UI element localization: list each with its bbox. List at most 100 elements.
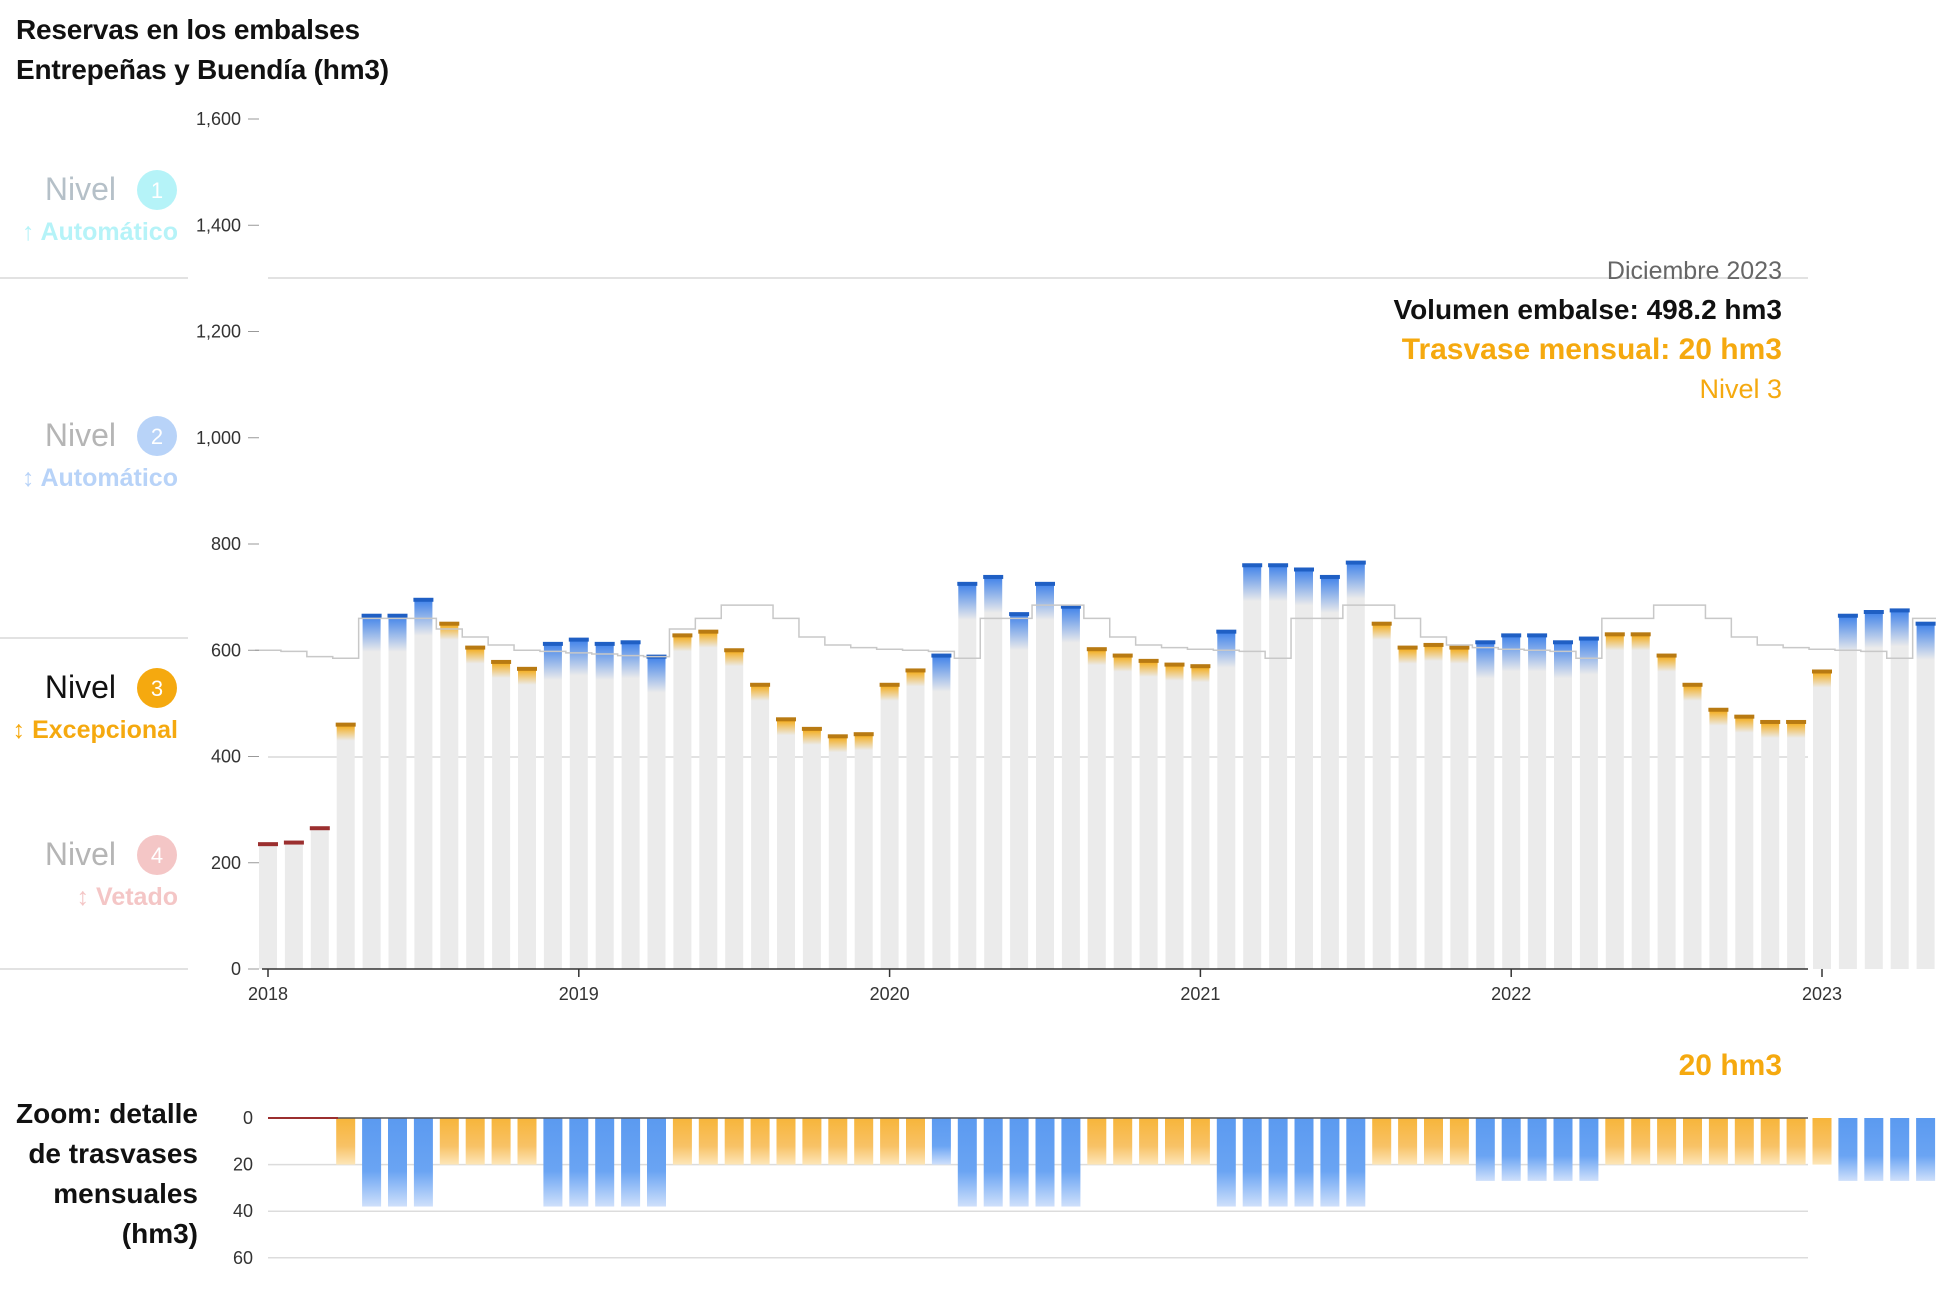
bar-cap <box>1683 683 1703 687</box>
level-type: ↕ Automático <box>22 464 178 492</box>
x-tick-label: 2023 <box>1802 984 1842 1004</box>
bar-gradient <box>1865 612 1883 648</box>
bar <box>1166 665 1184 969</box>
zoom-bar <box>518 1118 537 1165</box>
bar-cap <box>1501 633 1521 637</box>
x-tick-label: 2021 <box>1180 984 1220 1004</box>
bar <box>958 584 976 969</box>
bar-gradient <box>363 616 381 652</box>
bar-cap <box>1398 646 1418 650</box>
bar <box>1269 565 1287 969</box>
bar-gradient <box>1243 565 1261 601</box>
bar <box>544 644 562 969</box>
bar-cap <box>1242 563 1262 567</box>
zoom-bar <box>336 1118 355 1165</box>
bar-gradient <box>1787 722 1805 738</box>
bar-cap <box>724 648 744 652</box>
bar <box>1917 624 1935 969</box>
bar <box>1735 717 1753 969</box>
bar-gradient <box>984 577 1002 613</box>
zoom-bar <box>647 1118 666 1207</box>
bar <box>285 843 303 969</box>
bar <box>389 616 407 969</box>
bar <box>1709 710 1727 969</box>
bar-cap <box>284 841 304 845</box>
bar-gradient <box>1114 656 1132 672</box>
zoom-bar <box>802 1118 821 1165</box>
bar-cap <box>1449 646 1469 650</box>
bar-gradient <box>1295 570 1313 606</box>
zoom-bar <box>569 1118 588 1207</box>
bar-cap <box>621 640 641 644</box>
zoom-y-tick-label: 60 <box>233 1248 253 1268</box>
bar-cap <box>1734 715 1754 719</box>
y-tick-label: 400 <box>211 747 241 767</box>
zoom-bar <box>1631 1118 1650 1165</box>
bar <box>1891 610 1909 969</box>
bar <box>1347 563 1365 969</box>
bar-cap <box>1139 659 1159 663</box>
bar <box>751 685 769 969</box>
zoom-bar <box>1579 1118 1598 1181</box>
bar <box>1684 685 1702 969</box>
bar-gradient <box>596 644 614 680</box>
bar-gradient <box>1891 610 1909 646</box>
bar-gradient <box>1036 584 1054 620</box>
bar <box>803 729 821 969</box>
bar-cap <box>1527 633 1547 637</box>
y-tick-label: 1,400 <box>196 215 241 235</box>
zoom-bar <box>621 1118 640 1207</box>
level-type: ↕ Vetado <box>77 883 178 911</box>
bar <box>1528 635 1546 969</box>
zoom-bar <box>414 1118 433 1207</box>
bar-cap <box>1113 654 1133 658</box>
bar <box>1243 565 1261 969</box>
bar <box>1476 642 1494 969</box>
bar-cap <box>750 683 770 687</box>
bar <box>1321 577 1339 969</box>
bar-gradient <box>1658 656 1676 672</box>
bar-gradient <box>1450 648 1468 664</box>
y-tick-label: 200 <box>211 853 241 873</box>
zoom-bar <box>1709 1118 1728 1165</box>
level-number: 2 <box>151 424 163 449</box>
zoom-chart: 020406020 hm3 <box>233 1038 1936 1268</box>
zoom-bar <box>751 1118 770 1165</box>
bar-gradient <box>1735 717 1753 733</box>
bar-gradient <box>855 734 873 750</box>
bar-gradient <box>829 736 847 752</box>
bar-gradient <box>1632 634 1650 650</box>
bar <box>570 640 588 969</box>
x-tick-label: 2019 <box>559 984 599 1004</box>
y-tick-label: 1,600 <box>196 109 241 129</box>
zoom-bar <box>1217 1118 1236 1207</box>
zoom-bar <box>1010 1118 1029 1207</box>
zoom-y-tick-label: 0 <box>243 1108 253 1128</box>
bar-cap <box>1760 720 1780 724</box>
bar <box>622 642 640 969</box>
bar-cap <box>310 826 330 830</box>
bar <box>518 669 536 969</box>
bar <box>881 685 899 969</box>
zoom-bar <box>984 1118 1003 1207</box>
bar-gradient <box>1347 563 1365 599</box>
bar-cap <box>983 575 1003 579</box>
bar <box>1865 612 1883 969</box>
bar-gradient <box>1373 624 1391 640</box>
bar-gradient <box>1502 635 1520 671</box>
bar-gradient <box>440 624 458 640</box>
bar-cap <box>517 667 537 671</box>
bar-cap <box>1786 720 1806 724</box>
y-tick-label: 1,000 <box>196 428 241 448</box>
bar-gradient <box>1140 661 1158 677</box>
zoom-bar <box>1398 1118 1417 1165</box>
bar <box>1062 607 1080 969</box>
zoom-bar <box>699 1118 718 1165</box>
bar-gradient <box>777 719 795 735</box>
bar <box>259 844 277 969</box>
bar-cap <box>413 598 433 602</box>
zoom-bar <box>492 1118 511 1165</box>
y-tick-label: 800 <box>211 534 241 554</box>
zoom-bar <box>673 1118 692 1165</box>
bar-cap <box>1372 622 1392 626</box>
